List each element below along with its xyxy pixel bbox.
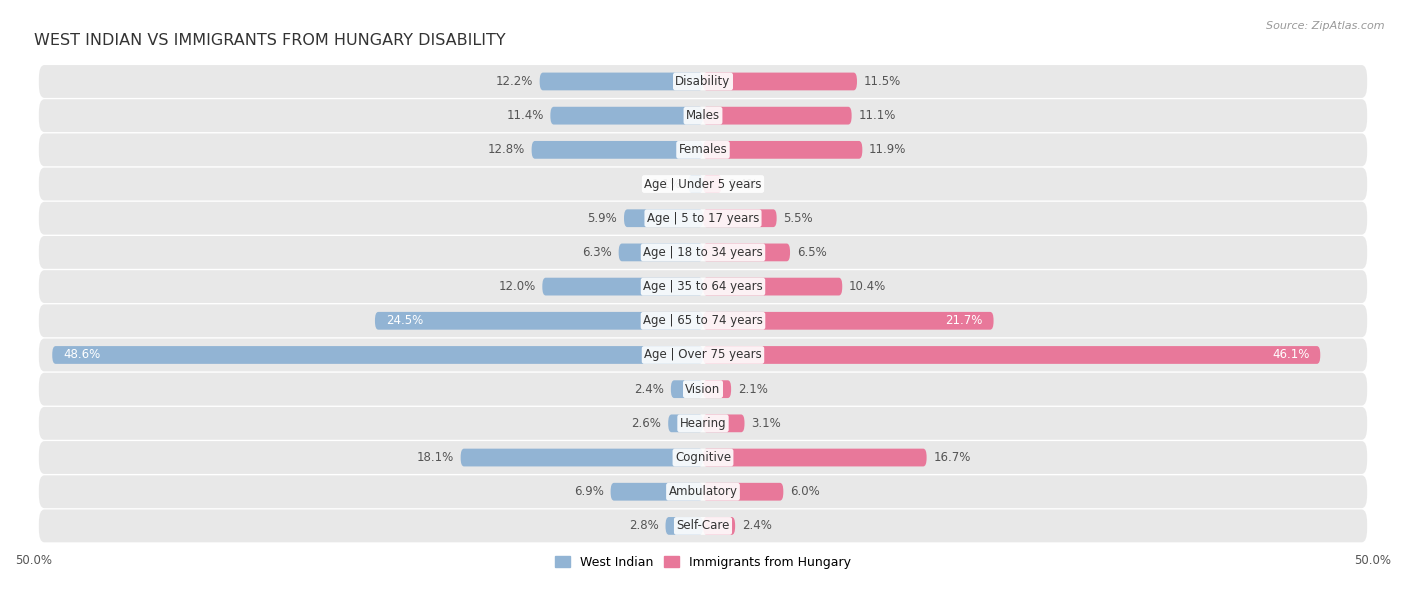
FancyBboxPatch shape (689, 175, 703, 193)
FancyBboxPatch shape (703, 449, 927, 466)
Text: Ambulatory: Ambulatory (668, 485, 738, 498)
FancyBboxPatch shape (703, 244, 790, 261)
FancyBboxPatch shape (703, 380, 731, 398)
FancyBboxPatch shape (461, 449, 703, 466)
Text: 5.9%: 5.9% (588, 212, 617, 225)
Text: 6.5%: 6.5% (797, 246, 827, 259)
Text: 12.2%: 12.2% (495, 75, 533, 88)
FancyBboxPatch shape (703, 312, 994, 330)
FancyBboxPatch shape (375, 312, 703, 330)
FancyBboxPatch shape (703, 141, 862, 159)
Text: 21.7%: 21.7% (945, 315, 983, 327)
FancyBboxPatch shape (39, 373, 1367, 406)
Text: 11.5%: 11.5% (863, 75, 901, 88)
FancyBboxPatch shape (703, 483, 783, 501)
Text: 12.8%: 12.8% (488, 143, 524, 156)
FancyBboxPatch shape (39, 304, 1367, 337)
FancyBboxPatch shape (703, 175, 721, 193)
Text: 3.1%: 3.1% (751, 417, 780, 430)
Text: 46.1%: 46.1% (1272, 348, 1309, 362)
Text: 2.6%: 2.6% (631, 417, 661, 430)
FancyBboxPatch shape (703, 346, 1320, 364)
Text: 2.8%: 2.8% (628, 520, 659, 532)
FancyBboxPatch shape (610, 483, 703, 501)
FancyBboxPatch shape (39, 476, 1367, 508)
Text: Disability: Disability (675, 75, 731, 88)
FancyBboxPatch shape (624, 209, 703, 227)
Text: 12.0%: 12.0% (498, 280, 536, 293)
Text: Age | 18 to 34 years: Age | 18 to 34 years (643, 246, 763, 259)
Text: 48.6%: 48.6% (63, 348, 100, 362)
FancyBboxPatch shape (39, 133, 1367, 166)
FancyBboxPatch shape (52, 346, 703, 364)
Text: 11.9%: 11.9% (869, 143, 907, 156)
Text: 1.1%: 1.1% (652, 177, 682, 190)
FancyBboxPatch shape (39, 168, 1367, 201)
Text: Cognitive: Cognitive (675, 451, 731, 464)
FancyBboxPatch shape (39, 510, 1367, 542)
Text: 6.9%: 6.9% (574, 485, 605, 498)
Text: 16.7%: 16.7% (934, 451, 970, 464)
Text: 11.1%: 11.1% (858, 109, 896, 122)
FancyBboxPatch shape (665, 517, 703, 535)
Text: 1.4%: 1.4% (728, 177, 758, 190)
FancyBboxPatch shape (531, 141, 703, 159)
FancyBboxPatch shape (668, 414, 703, 432)
FancyBboxPatch shape (39, 99, 1367, 132)
Text: 6.0%: 6.0% (790, 485, 820, 498)
Text: 11.4%: 11.4% (506, 109, 544, 122)
FancyBboxPatch shape (39, 338, 1367, 371)
FancyBboxPatch shape (619, 244, 703, 261)
Text: 5.5%: 5.5% (783, 212, 813, 225)
Legend: West Indian, Immigrants from Hungary: West Indian, Immigrants from Hungary (550, 551, 856, 573)
Text: Self-Care: Self-Care (676, 520, 730, 532)
Text: Vision: Vision (685, 382, 721, 396)
Text: Age | 35 to 64 years: Age | 35 to 64 years (643, 280, 763, 293)
FancyBboxPatch shape (39, 270, 1367, 303)
FancyBboxPatch shape (671, 380, 703, 398)
Text: 10.4%: 10.4% (849, 280, 886, 293)
Text: 6.3%: 6.3% (582, 246, 612, 259)
FancyBboxPatch shape (39, 441, 1367, 474)
Text: Age | 65 to 74 years: Age | 65 to 74 years (643, 315, 763, 327)
Text: 2.4%: 2.4% (634, 382, 664, 396)
Text: Males: Males (686, 109, 720, 122)
FancyBboxPatch shape (703, 517, 735, 535)
Text: Age | Over 75 years: Age | Over 75 years (644, 348, 762, 362)
FancyBboxPatch shape (703, 278, 842, 296)
FancyBboxPatch shape (540, 73, 703, 91)
Text: Age | 5 to 17 years: Age | 5 to 17 years (647, 212, 759, 225)
Text: Age | Under 5 years: Age | Under 5 years (644, 177, 762, 190)
Text: WEST INDIAN VS IMMIGRANTS FROM HUNGARY DISABILITY: WEST INDIAN VS IMMIGRANTS FROM HUNGARY D… (34, 34, 505, 48)
FancyBboxPatch shape (703, 106, 852, 125)
FancyBboxPatch shape (550, 106, 703, 125)
FancyBboxPatch shape (703, 414, 745, 432)
Text: 24.5%: 24.5% (385, 315, 423, 327)
FancyBboxPatch shape (39, 236, 1367, 269)
FancyBboxPatch shape (39, 202, 1367, 234)
Text: Hearing: Hearing (679, 417, 727, 430)
Text: Source: ZipAtlas.com: Source: ZipAtlas.com (1267, 21, 1385, 31)
Text: 2.4%: 2.4% (742, 520, 772, 532)
FancyBboxPatch shape (703, 209, 776, 227)
Text: 18.1%: 18.1% (416, 451, 454, 464)
FancyBboxPatch shape (39, 65, 1367, 98)
FancyBboxPatch shape (543, 278, 703, 296)
FancyBboxPatch shape (703, 73, 858, 91)
FancyBboxPatch shape (39, 407, 1367, 440)
Text: Females: Females (679, 143, 727, 156)
Text: 2.1%: 2.1% (738, 382, 768, 396)
